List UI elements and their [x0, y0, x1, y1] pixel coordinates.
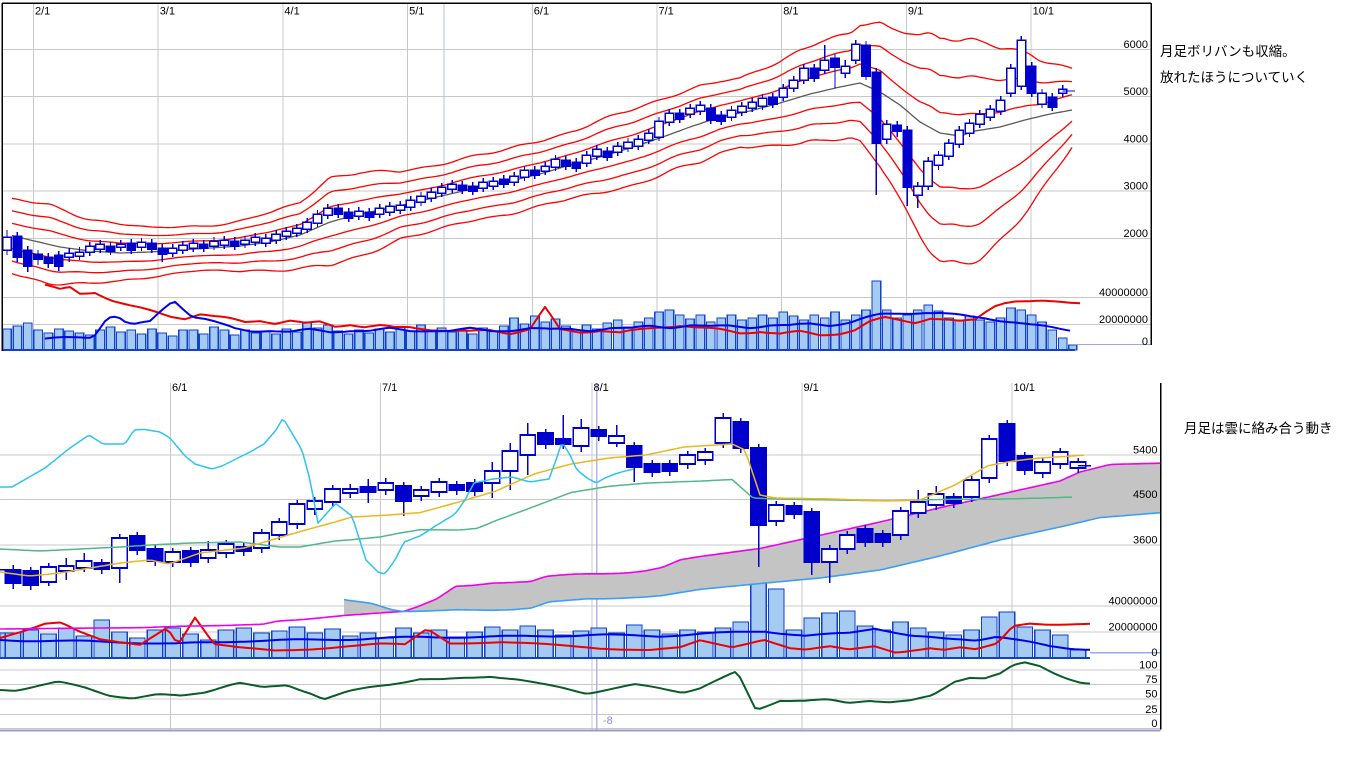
- svg-text:5/1: 5/1: [409, 6, 424, 18]
- svg-text:6000: 6000: [1124, 39, 1148, 51]
- svg-text:2000: 2000: [1124, 228, 1148, 240]
- svg-text:10/1: 10/1: [1014, 382, 1035, 394]
- svg-text:9/1: 9/1: [804, 382, 819, 394]
- svg-text:75: 75: [1145, 674, 1157, 686]
- svg-text:40000000: 40000000: [1109, 596, 1158, 608]
- svg-text:0: 0: [1151, 647, 1157, 659]
- svg-text:40000000: 40000000: [1099, 287, 1148, 299]
- svg-text:50: 50: [1145, 689, 1157, 701]
- svg-text:月足ボリバンも収縮。: 月足ボリバンも収縮。: [1160, 44, 1296, 59]
- svg-text:10/1: 10/1: [1033, 6, 1054, 18]
- svg-text:2/1: 2/1: [35, 6, 50, 18]
- svg-text:月足は雲に絡み合う動き: 月足は雲に絡み合う動き: [1184, 421, 1333, 436]
- svg-text:100: 100: [1139, 660, 1157, 672]
- svg-text:4000: 4000: [1124, 133, 1148, 145]
- svg-text:放れたほうについていく: 放れたほうについていく: [1160, 70, 1308, 85]
- svg-text:0: 0: [1142, 336, 1148, 348]
- svg-text:-8: -8: [603, 715, 613, 727]
- svg-text:3600: 3600: [1133, 534, 1157, 546]
- svg-text:3/1: 3/1: [160, 6, 175, 18]
- svg-text:3000: 3000: [1124, 181, 1148, 193]
- svg-text:7/1: 7/1: [382, 382, 397, 394]
- svg-text:5400: 5400: [1133, 445, 1157, 457]
- svg-text:8/1: 8/1: [594, 382, 609, 394]
- svg-text:5000: 5000: [1124, 86, 1148, 98]
- svg-text:7/1: 7/1: [659, 6, 674, 18]
- svg-text:9/1: 9/1: [908, 6, 923, 18]
- svg-text:4/1: 4/1: [284, 6, 299, 18]
- svg-text:6/1: 6/1: [534, 6, 549, 18]
- svg-text:20000000: 20000000: [1099, 314, 1148, 326]
- svg-text:8/1: 8/1: [783, 6, 798, 18]
- svg-text:0: 0: [1151, 718, 1157, 730]
- svg-text:6/1: 6/1: [172, 382, 187, 394]
- svg-text:20000000: 20000000: [1109, 622, 1158, 634]
- svg-text:4500: 4500: [1133, 489, 1157, 501]
- svg-text:25: 25: [1145, 704, 1157, 716]
